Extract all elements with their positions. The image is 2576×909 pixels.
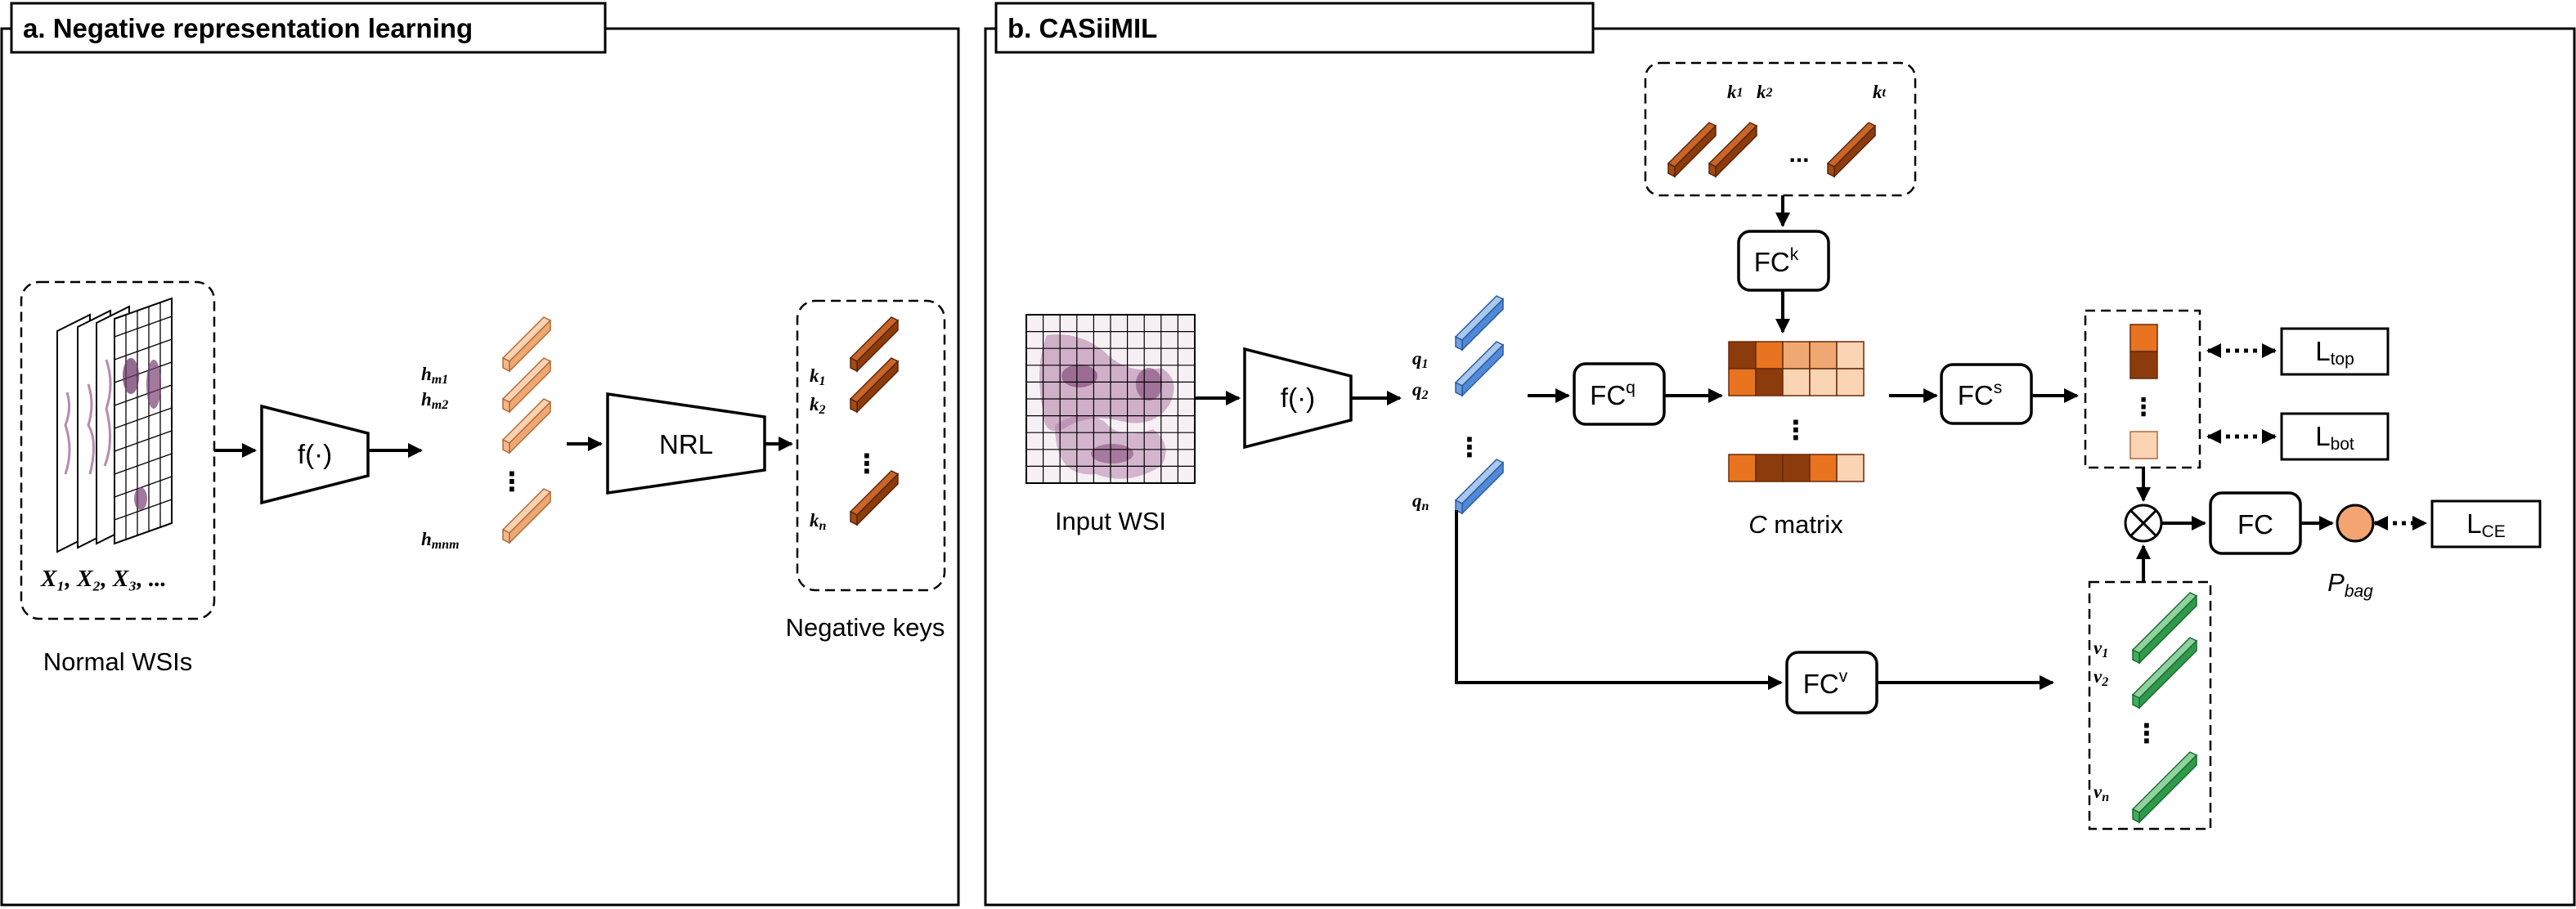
arrow-q-to-fcv <box>1455 510 1783 690</box>
k-label-1: k1 <box>810 365 826 388</box>
k-label-n: kn <box>810 510 827 533</box>
c-matrix <box>1728 341 1865 482</box>
top-k-label-2: k2 <box>1757 82 1773 102</box>
l-bot-label: Lbot <box>2315 421 2354 454</box>
h-label-n: hmnm <box>421 529 460 552</box>
fcq-label: FCq <box>1590 378 1636 410</box>
k-label-2: k2 <box>810 394 826 417</box>
v-ellipsis: ⋮ <box>2134 719 2160 748</box>
score-top-1 <box>2129 324 2158 352</box>
encoder-f-b <box>1243 347 1353 450</box>
fck-label: FCk <box>1754 245 1799 277</box>
h-label-1: hm1 <box>421 364 448 387</box>
top-k-ellipsis: ... <box>1788 141 1809 168</box>
top-k-label-t: kt <box>1873 82 1887 102</box>
nrl-block <box>606 392 766 495</box>
panel-a: a. Negative representation learning <box>0 2 960 907</box>
l-ce-box <box>2430 499 2542 549</box>
score-ellipsis: ⋮ <box>2131 394 2156 421</box>
negative-keys-group <box>796 299 946 592</box>
wsi-caption: X₁, X₂, X₃, ... <box>40 566 167 592</box>
v-vector-n <box>2132 751 2197 823</box>
score-top-2 <box>2129 351 2158 379</box>
c-matrix-ellipsis: ⋮ <box>1783 415 1809 445</box>
nrl-label: NRL <box>659 429 713 459</box>
fc-label: FC <box>2237 509 2273 540</box>
normal-wsis-label: Normal WSIs <box>43 647 193 676</box>
l-bot-box <box>2280 412 2390 461</box>
v-label-2: v2 <box>2094 666 2108 689</box>
k-vector-n <box>850 470 899 526</box>
encoder-f-a-label: f(·) <box>298 439 332 469</box>
q-label-1: q1 <box>1412 348 1429 371</box>
negative-keys-label: Negative keys <box>786 613 945 642</box>
encoder-f-a <box>260 404 370 505</box>
top-k-vector-t <box>1827 122 1876 177</box>
q-label-2: q2 <box>1412 379 1429 402</box>
l-top-box <box>2280 327 2390 376</box>
top-k-label-1: k1 <box>1727 82 1744 102</box>
p-bag-label: Pbag <box>2327 568 2373 601</box>
v-label-n: vn <box>2094 781 2109 804</box>
p-bag-node <box>2336 504 2375 543</box>
input-wsi-image <box>1025 314 1196 484</box>
panel-b: b. CASiiMIL <box>984 2 2576 907</box>
k-ellipsis: ⋮ <box>854 449 880 478</box>
q-ellipsis: ⋮ <box>1456 432 1483 462</box>
h-ellipsis: ⋮ <box>499 467 525 496</box>
l-top-label: Ltop <box>2315 336 2354 369</box>
h-label-2: hm2 <box>421 389 448 412</box>
fcs-label: FCs <box>1958 378 2003 410</box>
input-wsi-label: Input WSI <box>1055 507 1166 535</box>
q-vector-n <box>1455 459 1504 514</box>
panel-b-title: b. CASiiMIL <box>1008 13 1157 43</box>
values-group <box>2088 580 2212 831</box>
v-label-1: v1 <box>2094 638 2108 660</box>
q-label-n: qn <box>1412 490 1429 513</box>
encoder-f-b-label: f(·) <box>1281 383 1315 413</box>
panel-a-title: a. Negative representation learning <box>23 13 473 43</box>
panel-b-title-box <box>994 2 1595 54</box>
h-vector-n <box>502 488 551 544</box>
wsi-stack <box>56 297 173 553</box>
panel-a-title-box <box>10 2 607 54</box>
score-bot <box>2129 431 2158 459</box>
c-matrix-label: C matrix <box>1748 510 1843 539</box>
panel-b-frame <box>984 27 2576 907</box>
fcv-label: FCv <box>1803 667 1848 699</box>
l-ce-label: LCE <box>2466 508 2506 541</box>
multiply-node <box>2124 504 2163 543</box>
top-keys-group <box>1644 61 1917 197</box>
